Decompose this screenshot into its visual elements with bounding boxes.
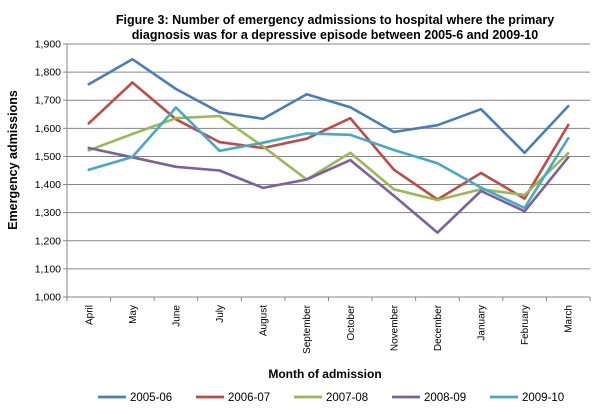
data-point-2009-10 xyxy=(349,133,352,136)
data-point-2005-06 xyxy=(131,57,134,61)
y-tick-label: 1,800 xyxy=(35,67,61,79)
data-point-2007-08 xyxy=(392,188,396,191)
series-line-2009-10 xyxy=(87,106,570,210)
data-point-2006-07 xyxy=(523,197,526,200)
series-line-2005-06 xyxy=(87,57,570,155)
data-point-2009-10 xyxy=(436,161,439,165)
y-tick-label: 1,600 xyxy=(35,123,61,135)
data-point-2007-08 xyxy=(218,114,221,118)
legend-label-2005-06: 2005-06 xyxy=(130,392,172,404)
y-tick-label: 1,100 xyxy=(35,263,61,275)
data-point-2007-08 xyxy=(349,151,352,154)
data-point-2008-09 xyxy=(479,189,483,193)
data-point-2005-06 xyxy=(305,93,308,96)
data-point-2007-08 xyxy=(87,149,90,152)
x-tick-label: August xyxy=(259,305,270,336)
legend-label-2007-08: 2007-08 xyxy=(326,392,368,404)
legend-label-2006-07: 2006-07 xyxy=(228,392,270,404)
data-point-2009-10 xyxy=(131,155,134,159)
data-point-2008-09 xyxy=(523,210,526,213)
data-point-2007-08 xyxy=(261,145,265,148)
data-point-2006-07 xyxy=(349,117,352,120)
data-point-2005-06 xyxy=(392,130,396,134)
legend-label-2009-10: 2009-10 xyxy=(522,392,564,404)
data-point-2009-10 xyxy=(87,168,90,171)
y-tick-label: 1,400 xyxy=(35,179,61,191)
data-point-2005-06 xyxy=(523,151,526,154)
data-point-2006-07 xyxy=(567,123,570,127)
data-point-2007-08 xyxy=(523,193,526,197)
data-point-2008-09 xyxy=(436,231,439,234)
data-point-2005-06 xyxy=(174,87,178,91)
x-tick-label: December xyxy=(433,304,444,351)
data-point-2006-07 xyxy=(479,171,483,175)
chart-title-line-1: Figure 3: Number of emergency admissions… xyxy=(115,13,555,27)
data-point-2008-09 xyxy=(87,146,90,150)
data-point-2008-09 xyxy=(567,156,570,159)
data-point-2008-09 xyxy=(218,169,221,172)
data-point-2006-07 xyxy=(305,137,308,140)
y-tick-label: 1,700 xyxy=(35,95,61,107)
x-tick-label: May xyxy=(128,305,139,324)
data-point-2006-07 xyxy=(392,168,396,171)
data-point-2005-06 xyxy=(261,117,265,120)
data-point-2008-09 xyxy=(392,194,396,197)
data-point-2008-09 xyxy=(174,165,178,169)
data-point-2006-07 xyxy=(131,81,134,84)
data-point-2009-10 xyxy=(479,186,483,189)
data-point-2009-10 xyxy=(218,149,221,153)
data-point-2009-10 xyxy=(392,148,396,152)
data-point-2009-10 xyxy=(261,141,265,144)
data-point-2005-06 xyxy=(567,104,570,108)
series-line-2008-09 xyxy=(87,146,570,234)
x-tick-label: February xyxy=(520,305,531,345)
data-point-2008-09 xyxy=(305,178,308,181)
data-point-2009-10 xyxy=(567,136,570,140)
data-point-2005-06 xyxy=(479,108,483,111)
data-point-2005-06 xyxy=(218,111,221,114)
data-point-2009-10 xyxy=(174,106,178,109)
legend-label-2008-09: 2008-09 xyxy=(424,392,466,404)
x-tick-label: November xyxy=(389,304,400,351)
x-tick-label: July xyxy=(215,305,226,323)
data-point-2007-08 xyxy=(174,117,178,120)
x-tick-label: June xyxy=(171,305,182,327)
data-point-2009-10 xyxy=(305,132,308,135)
data-point-2007-08 xyxy=(131,132,134,136)
y-tick-label: 1,000 xyxy=(35,292,61,304)
data-point-2007-08 xyxy=(436,198,439,202)
data-point-2009-10 xyxy=(523,206,526,210)
data-point-2005-06 xyxy=(87,82,90,86)
axes: 1,000 1,100 1,200 1,300 1,400 1,500 1,600 1,700… xyxy=(35,39,591,354)
data-point-2005-06 xyxy=(436,124,439,127)
series-lines xyxy=(87,57,570,234)
y-tick-label: 1,500 xyxy=(35,151,61,163)
data-point-2008-09 xyxy=(349,158,352,162)
y-tick-label: 1,200 xyxy=(35,235,61,247)
y-tick-label: 1,300 xyxy=(35,207,61,219)
chart-title: Figure 3: Number of emergency admissions… xyxy=(70,13,597,43)
y-tick-label: 1,900 xyxy=(35,39,61,51)
x-tick-label: September xyxy=(302,304,313,354)
data-point-2006-07 xyxy=(218,140,221,144)
x-axis-title: Month of admission xyxy=(268,367,381,381)
data-point-2007-08 xyxy=(567,151,570,155)
x-tick-label: April xyxy=(84,305,95,325)
chart-title-line-2: diagnosis was for a depressive episode b… xyxy=(131,28,539,42)
y-axis-title: Emergency admissions xyxy=(6,90,20,230)
data-point-2005-06 xyxy=(349,106,352,109)
x-tick-label: October xyxy=(346,304,357,340)
legend: 2005-06 2006-07 2007-08 2008-09 2009-10 xyxy=(98,392,564,404)
data-point-2008-09 xyxy=(261,186,265,190)
data-point-2006-07 xyxy=(87,122,90,125)
x-tick-label: March xyxy=(564,305,575,333)
series-line-2006-07 xyxy=(87,81,570,201)
x-tick-label: January xyxy=(477,305,488,341)
